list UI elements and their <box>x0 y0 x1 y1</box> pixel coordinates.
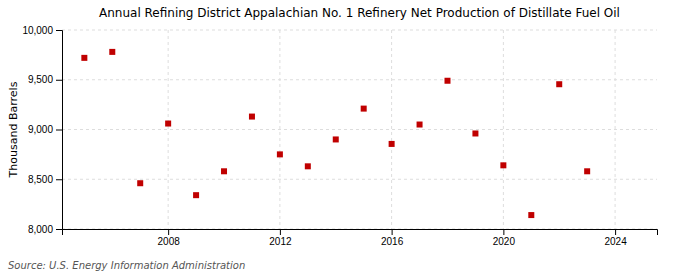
y-axis: 8,000 8,500 9,000 9,500 10,000 <box>22 25 62 235</box>
x-tick-label: 2012 <box>269 236 292 247</box>
x-tick: 2024 <box>604 229 627 247</box>
title: Annual Refining District Appalachian No.… <box>99 6 620 20</box>
point <box>361 106 367 112</box>
point <box>528 212 534 218</box>
y-axis-line <box>56 31 63 230</box>
grid <box>62 30 657 229</box>
point <box>500 162 506 168</box>
x-tick-mark <box>503 229 504 235</box>
grid-line-y <box>62 129 657 130</box>
y-tick-mark <box>56 179 62 180</box>
x-tick: 2012 <box>269 229 292 247</box>
x-tick: 2016 <box>381 229 404 247</box>
y-tick: 8,000 <box>28 224 62 235</box>
y-tick-label: 10,000 <box>22 25 53 36</box>
grid-line-x <box>391 30 392 229</box>
point <box>221 168 227 174</box>
y-tick: 9,000 <box>28 124 62 135</box>
point <box>249 114 255 120</box>
y-tick-label: 8,500 <box>28 174 53 185</box>
point <box>277 151 283 157</box>
point <box>305 163 311 169</box>
grid-line-y <box>62 79 657 80</box>
point <box>137 180 143 186</box>
point <box>109 49 115 55</box>
x-axis-line <box>63 230 658 236</box>
point <box>81 55 87 61</box>
x-tick-mark <box>615 229 616 235</box>
y-tick-mark <box>56 130 62 131</box>
y-tick-label: 9,000 <box>28 124 53 135</box>
y-tick-mark <box>56 80 62 81</box>
y-tick-label: 8,000 <box>28 224 53 235</box>
point <box>193 192 199 198</box>
x-tick: 2008 <box>158 229 181 247</box>
point <box>389 141 395 147</box>
y-tick: 9,500 <box>28 74 62 85</box>
x-axis: 2008 2012 2016 2020 2024 <box>63 229 658 247</box>
grid-line-y <box>62 179 657 180</box>
plot: 2008 2012 2016 2020 2024 8,000 8,500 9,000 9,500… <box>22 25 657 247</box>
y-axis-title: Thousand Barrels <box>7 81 20 178</box>
y-tick-mark <box>56 229 62 230</box>
y-tick: 8,500 <box>28 174 62 185</box>
grid-line-x <box>279 30 280 229</box>
x-tick: 2020 <box>493 229 516 247</box>
point <box>165 121 171 127</box>
grid-line-y <box>62 30 657 31</box>
point <box>556 81 562 87</box>
grid-line-x <box>615 30 616 229</box>
point <box>444 78 450 84</box>
y-tick-mark <box>56 30 62 31</box>
x-tick-mark <box>392 229 393 235</box>
x-tick-mark <box>280 229 281 235</box>
source: Source: U.S. Energy Information Administ… <box>8 260 245 271</box>
grid-line-x <box>168 30 169 229</box>
points <box>81 49 590 218</box>
point <box>417 122 423 128</box>
x-tick-label: 2020 <box>493 236 516 247</box>
y-tick-label: 9,500 <box>28 74 53 85</box>
grid-line-x <box>503 30 504 229</box>
point <box>584 168 590 174</box>
x-tick-mark <box>168 229 169 235</box>
point <box>472 130 478 136</box>
chart: 2008 2012 2016 2020 2024 8,000 8,500 9,000 9,500… <box>0 0 675 275</box>
x-tick-label: 2008 <box>158 236 181 247</box>
y-tick: 10,000 <box>22 25 62 36</box>
x-tick-label: 2024 <box>604 236 627 247</box>
x-tick-label: 2016 <box>381 236 404 247</box>
point <box>333 136 339 142</box>
